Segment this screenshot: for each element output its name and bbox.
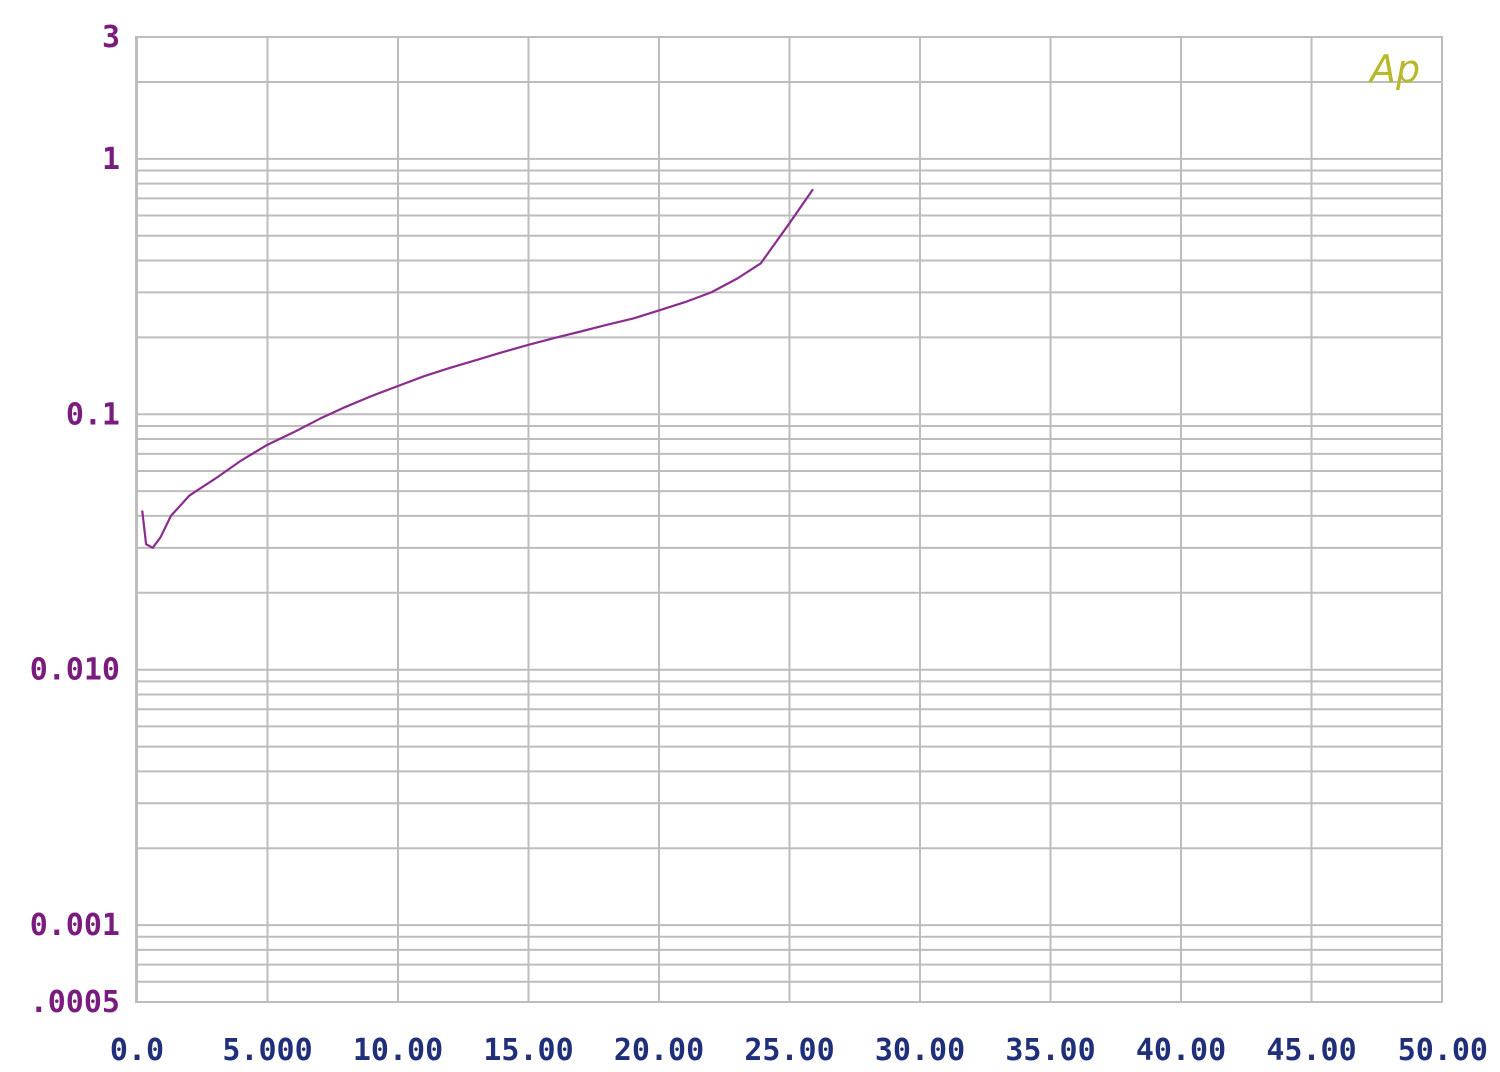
y-tick-label: 3 (102, 20, 120, 55)
y-tick-label: 0.001 (30, 908, 120, 943)
y-tick-label: .0005 (30, 985, 120, 1020)
plot-frame (135, 36, 1443, 1003)
x-tick-label: 15.00 (483, 1033, 573, 1068)
series-group (141, 188, 814, 549)
x-tick-label: 0.0 (110, 1033, 164, 1068)
x-tick-label: 50.00 (1398, 1033, 1488, 1068)
x-tick-label: 45.00 (1266, 1033, 1356, 1068)
ap-logo: Ap (1367, 47, 1420, 91)
y-axis-ticks: 3 1 0.1 0.010 0.001 .0005 (30, 20, 120, 1020)
x-tick-label: 20.00 (614, 1033, 704, 1068)
y-tick-label: 0.1 (66, 397, 120, 432)
y-tick-label: 1 (102, 142, 120, 177)
x-tick-label: 25.00 (744, 1033, 834, 1068)
x-tick-label: 40.00 (1136, 1033, 1226, 1068)
x-tick-label: 35.00 (1005, 1033, 1095, 1068)
x-tick-label: 5.000 (222, 1033, 312, 1068)
series-line-1 (141, 188, 814, 549)
y-tick-label: 0.010 (30, 653, 120, 688)
grid (136, 36, 1443, 1003)
x-tick-label: 10.00 (353, 1033, 443, 1068)
x-axis-ticks: 0.0 5.000 10.00 15.00 20.00 25.00 30.00 35.00 40… (110, 1033, 1488, 1068)
x-tick-label: 30.00 (875, 1033, 965, 1068)
